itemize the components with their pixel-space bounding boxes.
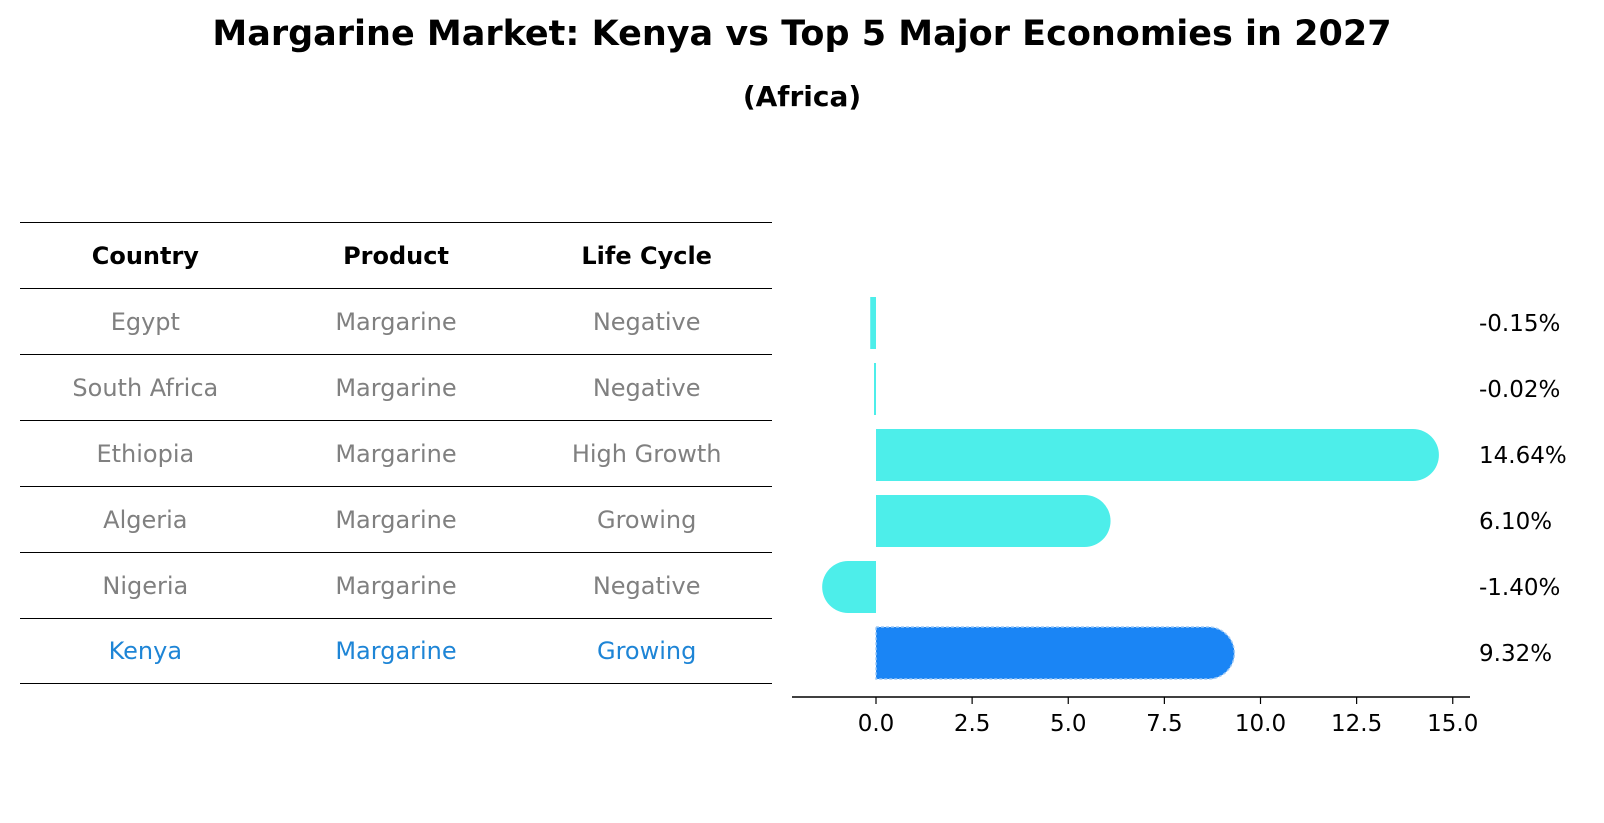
bar-nigeria	[822, 561, 876, 613]
cell-life-cycle: Growing	[596, 637, 697, 665]
cell-country: Ethiopia	[96, 439, 195, 468]
cell-product: Margarine	[335, 505, 457, 534]
value-label: -1.40%	[1479, 575, 1560, 601]
value-label: 9.32%	[1479, 641, 1552, 667]
value-label: -0.15%	[1479, 311, 1560, 337]
x-tick-label: 5.0	[1050, 711, 1087, 737]
cell-country: Algeria	[103, 505, 188, 534]
cell-product: Margarine	[335, 439, 457, 468]
cell-country: Nigeria	[102, 571, 189, 600]
bar-algeria	[876, 495, 1111, 547]
cell-country: Egypt	[110, 307, 180, 336]
value-label: -0.02%	[1479, 377, 1560, 403]
cell-product: Margarine	[335, 307, 457, 336]
cell-life-cycle: Negative	[592, 373, 701, 402]
cell-life-cycle: Growing	[596, 505, 697, 534]
table-row-kenya: Kenya Margarine Growing	[20, 618, 772, 684]
value-label: 14.64%	[1479, 443, 1567, 469]
chart-title: Margarine Market: Kenya vs Top 5 Major E…	[212, 14, 1392, 54]
cell-country: Kenya	[108, 637, 183, 665]
cell-life-cycle: High Growth	[571, 439, 722, 468]
value-label: 6.10%	[1479, 509, 1552, 535]
table-row-south-africa: South Africa Margarine Negative	[20, 354, 772, 420]
x-tick-label: 15.0	[1427, 711, 1478, 737]
x-tick-label: 7.5	[1146, 711, 1183, 737]
cell-life-cycle: Negative	[592, 571, 701, 600]
data-table: Country Product Life Cycle Egypt Margari…	[20, 222, 772, 684]
chart-subtitle: (Africa)	[742, 80, 862, 113]
x-tick-label: 12.5	[1331, 711, 1382, 737]
x-tick-label: 10.0	[1235, 711, 1286, 737]
column-header-product: Product	[343, 241, 449, 270]
cell-life-cycle: Negative	[592, 307, 701, 336]
table-row-ethiopia: Ethiopia Margarine High Growth	[20, 420, 772, 486]
column-header-life-cycle: Life Cycle	[581, 241, 712, 270]
bar-ethiopia	[876, 429, 1439, 481]
table-header-row: Country Product Life Cycle	[20, 222, 772, 288]
table-row-egypt: Egypt Margarine Negative	[20, 288, 772, 354]
table-row-nigeria: Nigeria Margarine Negative	[20, 552, 772, 618]
cell-product: Margarine	[335, 637, 457, 665]
bar-kenya	[875, 626, 1236, 680]
bar-south-africa	[874, 363, 876, 415]
cell-country: South Africa	[72, 373, 219, 402]
x-tick-label: 0.0	[858, 711, 895, 737]
bar-egypt	[870, 297, 876, 349]
cell-product: Margarine	[335, 373, 457, 402]
x-tick-label: 2.5	[954, 711, 991, 737]
cell-product: Margarine	[335, 571, 457, 600]
table-row-algeria: Algeria Margarine Growing	[20, 486, 772, 552]
column-header-country: Country	[91, 241, 199, 270]
